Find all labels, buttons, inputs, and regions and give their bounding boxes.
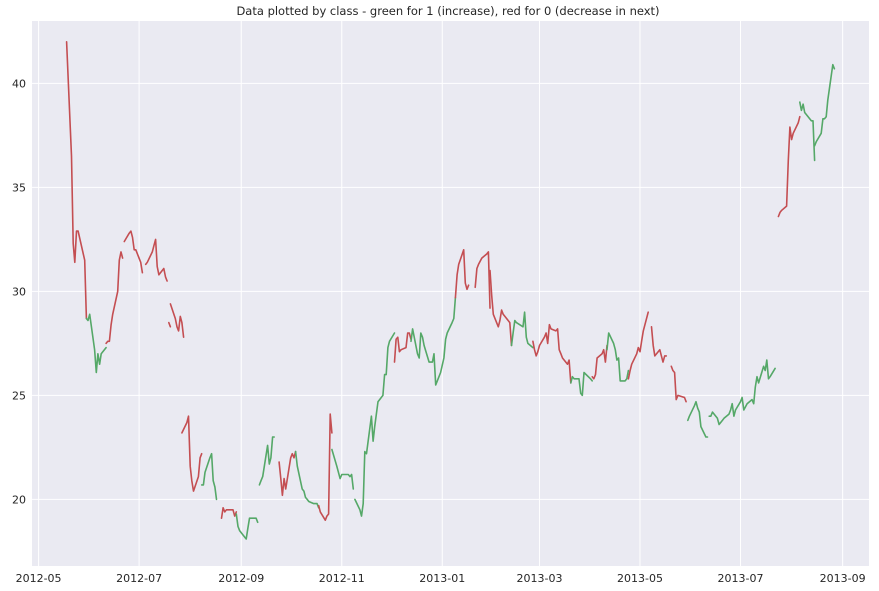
- increase-series-segment: [813, 63, 836, 147]
- decrease-series-segment: [489, 269, 513, 347]
- decrease-series-segment: [278, 450, 297, 497]
- decrease-series-segment: [670, 365, 687, 403]
- increase-series-segment: [354, 332, 396, 517]
- y-tick-label: 20: [12, 493, 26, 506]
- increase-series-segment: [258, 436, 276, 486]
- y-tick-label: 40: [12, 77, 26, 90]
- decrease-series-segment: [777, 115, 801, 218]
- chart-title: Data plotted by class - green for 1 (inc…: [236, 4, 659, 18]
- increase-series-segment: [510, 311, 534, 349]
- plot-area: [32, 21, 869, 566]
- y-tick-label: 35: [12, 181, 26, 194]
- decrease-series-segment: [181, 415, 203, 492]
- increase-series-segment: [331, 448, 355, 490]
- x-tick-label: 2013-09: [820, 572, 866, 585]
- decrease-series-segment: [317, 413, 333, 522]
- increase-series-segment: [798, 101, 816, 162]
- increase-series-segment: [686, 400, 709, 438]
- grid-lines: [32, 21, 869, 566]
- decrease-series-segment: [123, 230, 144, 274]
- decrease-series-segment: [169, 303, 185, 339]
- decrease-series-segment: [454, 249, 470, 299]
- decrease-series-segment: [65, 40, 88, 320]
- x-tick-label: 2013-07: [717, 572, 763, 585]
- decrease-series-segment: [591, 344, 608, 380]
- increase-series-segment: [410, 296, 457, 386]
- increase-series-segment: [606, 332, 630, 382]
- decrease-series-segment: [220, 506, 238, 520]
- increase-series-segment: [708, 359, 776, 426]
- increase-series-segment: [294, 450, 320, 509]
- decrease-series-segment: [168, 321, 172, 328]
- x-tick-label: 2012-09: [218, 572, 264, 585]
- decrease-series-segment: [627, 311, 650, 380]
- y-tick-label: 30: [12, 285, 26, 298]
- decrease-series-segment: [144, 238, 168, 282]
- x-tick-label: 2013-05: [617, 572, 663, 585]
- x-axis: 2012-05 2012-07 2012-09 2012-11 2013-01 2013-…: [16, 572, 866, 585]
- decrease-series-segment: [393, 332, 412, 363]
- y-tick-label: 25: [12, 389, 26, 402]
- increase-series-segment: [200, 452, 218, 501]
- x-tick-label: 2013-03: [516, 572, 562, 585]
- y-axis: 20 25 30 35 40: [12, 77, 26, 506]
- x-tick-label: 2012-05: [16, 572, 62, 585]
- decrease-series-segment: [105, 251, 124, 345]
- decrease-series-segment: [474, 251, 491, 309]
- x-tick-label: 2013-01: [419, 572, 465, 585]
- x-tick-label: 2012-11: [319, 572, 365, 585]
- increase-series-segment: [235, 513, 259, 540]
- decrease-series-segment: [650, 325, 668, 363]
- series-layer: [65, 40, 836, 540]
- x-tick-label: 2012-07: [116, 572, 162, 585]
- increase-series-segment: [569, 371, 594, 397]
- decrease-series-segment: [532, 323, 572, 384]
- increase-series-segment: [85, 313, 107, 374]
